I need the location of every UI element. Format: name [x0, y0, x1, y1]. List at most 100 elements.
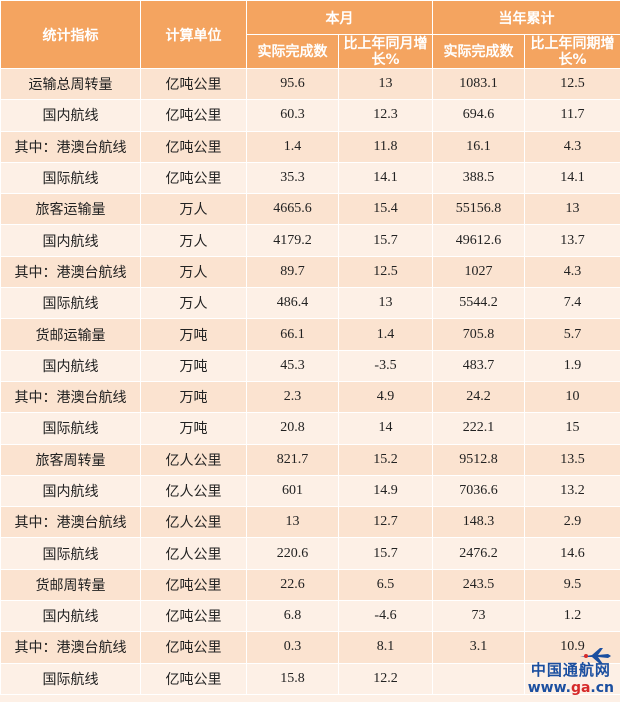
cell-month-actual: 89.7 — [246, 255, 339, 289]
cell-ytd-growth: 5.7 — [524, 318, 620, 351]
cell-ytd-actual — [432, 662, 525, 695]
cell-month-growth: 13 — [338, 287, 433, 320]
cell-ytd-actual: 16.1 — [432, 130, 525, 163]
cell-ytd-actual: 694.6 — [432, 99, 525, 132]
cell-month-actual: 95.6 — [246, 67, 339, 101]
cell-unit: 亿吨公里 — [140, 161, 247, 195]
table-row: 国际航线 亿人公里 220.6 15.7 2476.2 14.6 — [0, 537, 620, 570]
cell-ytd-growth: 13.5 — [524, 443, 620, 476]
cell-month-actual: 2.3 — [246, 380, 339, 414]
cell-unit: 万吨 — [140, 380, 247, 414]
cell-unit: 万人 — [140, 224, 247, 257]
cell-month-actual: 45.3 — [246, 349, 339, 382]
cell-month-actual: 4179.2 — [246, 224, 339, 257]
cell-unit: 亿吨公里 — [140, 568, 247, 602]
cell-indicator: 国内航线 — [0, 99, 141, 132]
cell-ytd-growth: 12.5 — [524, 67, 620, 101]
cell-indicator: 国际航线 — [0, 161, 141, 195]
table-row: 其中：港澳台航线 万人 89.7 12.5 1027 4.3 — [0, 255, 620, 289]
cell-unit: 万人 — [140, 287, 247, 320]
cell-month-actual: 601 — [246, 474, 339, 508]
cell-month-actual: 220.6 — [246, 537, 339, 570]
table-row: 旅客周转量 亿人公里 821.7 15.2 9512.8 13.5 — [0, 443, 620, 476]
cell-unit: 万吨 — [140, 349, 247, 382]
cell-unit: 亿吨公里 — [140, 130, 247, 163]
cell-ytd-actual: 243.5 — [432, 568, 525, 602]
cell-unit: 亿人公里 — [140, 474, 247, 508]
cell-indicator: 国际航线 — [0, 412, 141, 445]
table-row: 货邮运输量 万吨 66.1 1.4 705.8 5.7 — [0, 318, 620, 351]
cell-unit: 亿吨公里 — [140, 631, 247, 664]
cell-ytd-growth — [524, 662, 620, 695]
cell-ytd-growth: 14.6 — [524, 537, 620, 570]
cell-ytd-actual: 705.8 — [432, 318, 525, 351]
cell-ytd-actual: 24.2 — [432, 380, 525, 414]
logo-name: 中国通航网 — [530, 661, 611, 679]
cell-month-growth: 14.9 — [338, 474, 433, 508]
cell-indicator: 货邮运输量 — [0, 318, 141, 351]
site-logo: 中国通航网 www.ga.cn — [528, 648, 614, 696]
table-row: 运输总周转量 亿吨公里 95.6 13 1083.1 12.5 — [0, 67, 620, 101]
cell-indicator: 旅客周转量 — [0, 443, 141, 476]
cell-ytd-growth: 1.9 — [524, 349, 620, 382]
header-indicator: 统计指标 — [0, 0, 141, 69]
cell-ytd-actual: 55156.8 — [432, 193, 525, 226]
table-row: 国内航线 亿吨公里 60.3 12.3 694.6 11.7 — [0, 99, 620, 132]
cell-ytd-actual: 388.5 — [432, 161, 525, 195]
cell-month-growth: 12.7 — [338, 506, 433, 539]
table-row: 国际航线 亿吨公里 35.3 14.1 388.5 14.1 — [0, 161, 620, 195]
table-row: 其中：港澳台航线 亿人公里 13 12.7 148.3 2.9 — [0, 506, 620, 539]
cell-month-growth: -3.5 — [338, 349, 433, 382]
table-row: 其中：港澳台航线 亿吨公里 1.4 11.8 16.1 4.3 — [0, 130, 620, 163]
cell-indicator: 国内航线 — [0, 474, 141, 508]
cell-unit: 亿吨公里 — [140, 662, 247, 695]
cell-indicator: 其中：港澳台航线 — [0, 506, 141, 539]
header-ytd: 当年累计 — [432, 0, 620, 35]
cell-month-actual: 13 — [246, 506, 339, 539]
cell-indicator: 国际航线 — [0, 287, 141, 320]
cell-ytd-growth: 10 — [524, 380, 620, 414]
cell-ytd-growth: 9.5 — [524, 568, 620, 602]
cell-month-actual: 35.3 — [246, 161, 339, 195]
cell-month-actual: 6.8 — [246, 600, 339, 633]
cell-month-growth: 6.5 — [338, 568, 433, 602]
header-month-actual: 实际完成数 — [246, 34, 339, 69]
header-unit: 计算单位 — [140, 0, 247, 69]
cell-unit: 亿吨公里 — [140, 99, 247, 132]
cell-ytd-actual: 1083.1 — [432, 67, 525, 101]
cell-ytd-actual: 5544.2 — [432, 287, 525, 320]
cell-unit: 万人 — [140, 255, 247, 289]
cell-indicator: 国内航线 — [0, 349, 141, 382]
cell-ytd-growth: 11.7 — [524, 99, 620, 132]
cell-indicator: 国内航线 — [0, 224, 141, 257]
cell-month-growth: 1.4 — [338, 318, 433, 351]
table-row: 国内航线 亿人公里 601 14.9 7036.6 13.2 — [0, 474, 620, 508]
cell-ytd-actual: 9512.8 — [432, 443, 525, 476]
table-row: 货邮周转量 亿吨公里 22.6 6.5 243.5 9.5 — [0, 568, 620, 602]
cell-month-growth: 15.2 — [338, 443, 433, 476]
table-row: 国内航线 万人 4179.2 15.7 49612.6 13.7 — [0, 224, 620, 257]
cell-ytd-growth: 4.3 — [524, 255, 620, 289]
cell-month-actual: 0.3 — [246, 631, 339, 664]
cell-month-actual: 60.3 — [246, 99, 339, 132]
cell-unit: 亿人公里 — [140, 506, 247, 539]
cell-unit: 万吨 — [140, 318, 247, 351]
cell-month-actual: 15.8 — [246, 662, 339, 695]
header-month-growth: 比上年同月增长% — [338, 34, 433, 69]
cell-month-growth: 15.7 — [338, 224, 433, 257]
cell-ytd-growth: 13.7 — [524, 224, 620, 257]
table-row: 国际航线 万人 486.4 13 5544.2 7.4 — [0, 287, 620, 320]
cell-month-growth: 12.2 — [338, 662, 433, 695]
cell-ytd-actual: 483.7 — [432, 349, 525, 382]
cell-ytd-growth: 1.2 — [524, 600, 620, 633]
cell-indicator: 其中：港澳台航线 — [0, 130, 141, 163]
cell-indicator: 其中：港澳台航线 — [0, 380, 141, 414]
table-row: 国际航线 亿吨公里 15.8 12.2 — [0, 662, 620, 695]
table-body: 运输总周转量 亿吨公里 95.6 13 1083.1 12.5 国内航线 亿吨公里 60.3 12… — [0, 67, 620, 695]
cell-ytd-growth: 14.1 — [524, 161, 620, 195]
cell-unit: 亿吨公里 — [140, 67, 247, 101]
cell-month-growth: 12.5 — [338, 255, 433, 289]
cell-month-growth: 15.7 — [338, 537, 433, 570]
cell-indicator: 国内航线 — [0, 600, 141, 633]
